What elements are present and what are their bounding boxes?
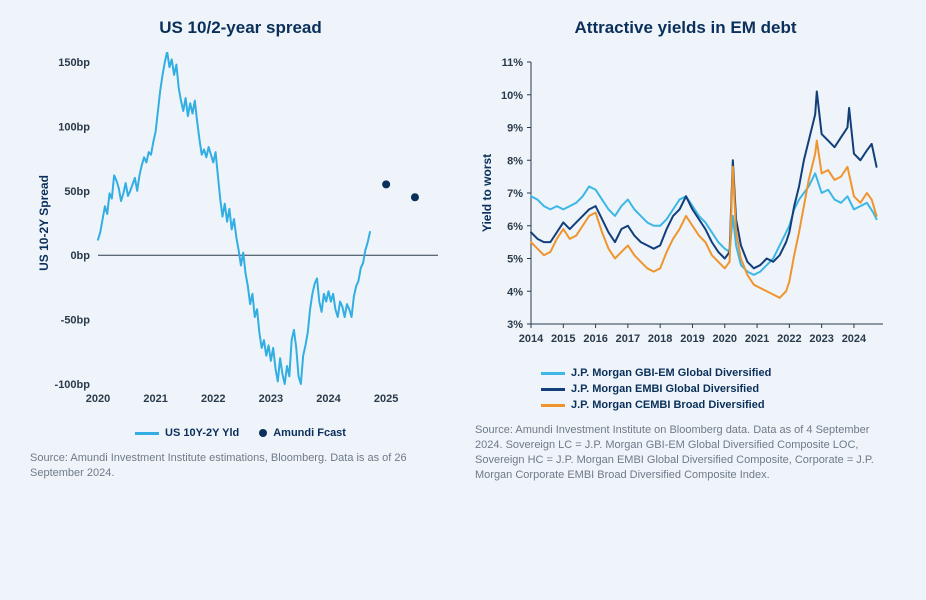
svg-text:-100bp: -100bp <box>55 379 91 391</box>
svg-text:-50bp: -50bp <box>61 315 91 327</box>
svg-text:2022: 2022 <box>201 393 225 405</box>
right-panel: Attractive yields in EM debt 3% 4% 5% 6% 7% 8… <box>475 18 896 590</box>
svg-text:0bp: 0bp <box>70 250 90 262</box>
svg-text:2022: 2022 <box>777 333 801 345</box>
svg-text:50bp: 50bp <box>64 186 90 198</box>
svg-text:2019: 2019 <box>680 333 704 345</box>
legend-label: J.P. Morgan GBI-EM Global Diversified <box>571 367 771 379</box>
right-source-text: Source: Amundi Investment Institute on B… <box>475 423 896 482</box>
svg-text:2020: 2020 <box>713 333 737 345</box>
svg-text:3%: 3% <box>507 319 523 331</box>
svg-text:2024: 2024 <box>842 333 867 345</box>
svg-text:2015: 2015 <box>551 333 575 345</box>
left-chart-title: US 10/2-year spread <box>30 18 451 38</box>
left-chart: -100bp -50bp 0bp 50bp 100bp 150bp 2020 2021 2022… <box>30 52 451 417</box>
left-legend: US 10Y-2Y Yld Amundi Fcast <box>30 425 451 441</box>
legend-item-fcast: Amundi Fcast <box>259 427 346 439</box>
svg-text:2017: 2017 <box>616 333 640 345</box>
right-legend: J.P. Morgan GBI-EM Global Diversified J.P… <box>475 365 896 413</box>
svg-text:9%: 9% <box>507 123 523 135</box>
svg-text:2025: 2025 <box>374 393 398 405</box>
svg-text:5%: 5% <box>507 254 523 266</box>
right-chart-title: Attractive yields in EM debt <box>475 18 896 38</box>
legend-item: J.P. Morgan EMBI Global Diversified <box>541 383 759 395</box>
left-panel: US 10/2-year spread -100bp -50bp 0bp 50bp 10… <box>30 18 451 590</box>
svg-text:Yield to worst: Yield to worst <box>480 154 494 232</box>
svg-text:2014: 2014 <box>519 333 544 345</box>
svg-text:2023: 2023 <box>809 333 833 345</box>
svg-text:2023: 2023 <box>259 393 283 405</box>
svg-text:2024: 2024 <box>316 393 341 405</box>
legend-label: US 10Y-2Y Yld <box>165 427 239 439</box>
svg-text:7%: 7% <box>507 188 523 200</box>
legend-item: J.P. Morgan GBI-EM Global Diversified <box>541 367 771 379</box>
svg-text:US 10-2Y Spread: US 10-2Y Spread <box>37 175 51 271</box>
left-source-text: Source: Amundi Investment Institute esti… <box>30 451 451 481</box>
svg-text:8%: 8% <box>507 155 523 167</box>
legend-label: J.P. Morgan EMBI Global Diversified <box>571 383 759 395</box>
right-chart-svg: 3% 4% 5% 6% 7% 8% 9% 10% 11% 2014 2015 2016 2017 2018… <box>475 52 895 352</box>
svg-text:10%: 10% <box>501 90 523 102</box>
left-chart-svg: -100bp -50bp 0bp 50bp 100bp 150bp 2020 2021 2022… <box>30 52 450 412</box>
legend-item: J.P. Morgan CEMBI Broad Diversified <box>541 399 765 411</box>
svg-text:11%: 11% <box>502 57 524 69</box>
legend-item-line: US 10Y-2Y Yld <box>135 427 239 439</box>
legend-label: Amundi Fcast <box>273 427 346 439</box>
svg-text:2016: 2016 <box>583 333 607 345</box>
svg-text:2021: 2021 <box>745 333 769 345</box>
legend-label: J.P. Morgan CEMBI Broad Diversified <box>571 399 765 411</box>
svg-text:6%: 6% <box>507 221 523 233</box>
svg-text:2021: 2021 <box>143 393 167 405</box>
svg-text:2018: 2018 <box>648 333 672 345</box>
svg-text:4%: 4% <box>507 286 523 298</box>
svg-text:100bp: 100bp <box>58 121 90 133</box>
svg-text:2020: 2020 <box>86 393 110 405</box>
svg-text:150bp: 150bp <box>58 57 90 69</box>
right-chart: 3% 4% 5% 6% 7% 8% 9% 10% 11% 2014 2015 2016 2017 2018… <box>475 52 896 357</box>
page: US 10/2-year spread -100bp -50bp 0bp 50bp 10… <box>0 0 926 600</box>
